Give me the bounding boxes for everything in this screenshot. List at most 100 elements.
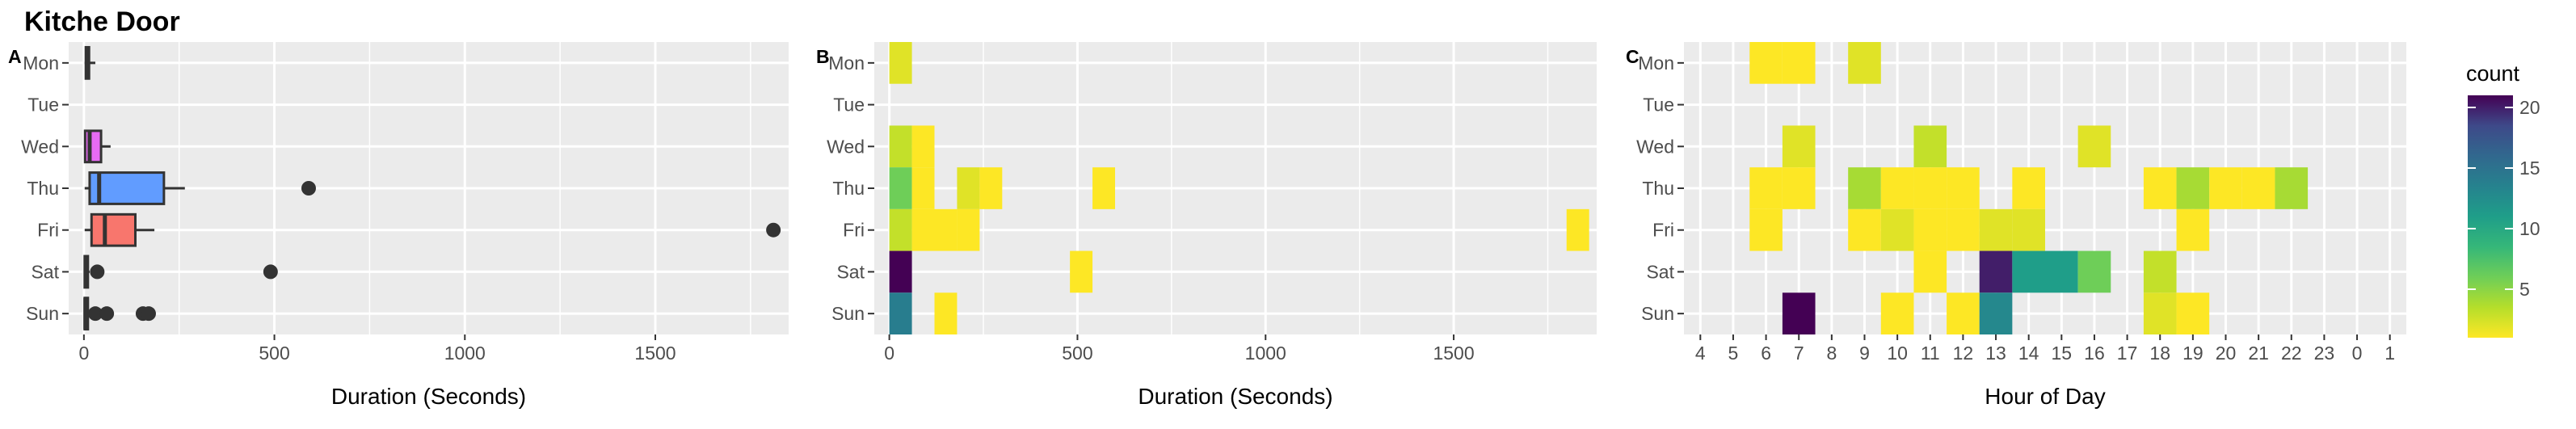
heat-cell-fri-19	[2176, 208, 2210, 251]
heat-cell-thu-20	[2209, 167, 2242, 209]
panel-a-y-ticks: Mon Tue Wed Thu Fri Sat Sun	[21, 53, 69, 324]
x-tick-hour-8: 8	[1826, 343, 1837, 364]
x-tick-label: 1500	[634, 343, 676, 364]
outlier-point	[99, 306, 115, 322]
x-tick-hour-6: 6	[1761, 343, 1771, 364]
heat-cell-sat-14	[2012, 250, 2045, 293]
x-tick-hour-17: 17	[2117, 343, 2138, 364]
box-sat	[83, 254, 90, 289]
heat-cell-thu	[911, 167, 935, 209]
y-tick-sat: Sat	[1646, 261, 1674, 282]
x-tick-hour-11: 11	[1921, 343, 1940, 364]
panel-c-heatmap: C Mon Tue Wed Thu Fri Sat Sun 4 5 6 7 8 9 10 11 12 13 14…	[1626, 42, 2406, 409]
y-tick-sun: Sun	[1641, 303, 1674, 324]
panel-a-tag: A	[8, 46, 22, 67]
heat-cell-thu-14	[2012, 167, 2045, 209]
heat-cell-fri	[934, 208, 958, 251]
panel-a-boxplot: A Mon Tue Wed Thu Fri Sat Sun 0 500 1000 1500 Dur…	[8, 42, 789, 409]
heat-cell-mon	[889, 42, 912, 84]
legend-tick-label: 5	[2519, 279, 2530, 300]
heat-cell-fri-13	[1979, 208, 2013, 251]
heat-cell-thu-18	[2143, 167, 2177, 209]
heat-cell-sat-16	[2077, 250, 2111, 293]
y-tick-sun: Sun	[831, 303, 865, 324]
panel-c-x-axis-title: Hour of Day	[1985, 384, 2105, 409]
x-tick-hour-15: 15	[2052, 343, 2073, 364]
legend-tick-label: 15	[2519, 158, 2540, 179]
heat-cell-thu-21	[2241, 167, 2275, 209]
heat-cell-wed-11	[1913, 125, 1947, 168]
x-tick-hour-12: 12	[1953, 343, 1974, 364]
heat-cell-thu-19	[2176, 167, 2210, 209]
heat-cell-thu-6	[1749, 167, 1783, 209]
panel-c-x-ticks: 4 5 6 7 8 9 10 11 12 13 14 15 16 17 18 19 20 21 22 23 0 1	[1695, 334, 2395, 364]
x-tick-label: 500	[1062, 343, 1092, 364]
y-tick-fri: Fri	[37, 220, 59, 241]
outlier-point	[301, 181, 316, 196]
x-tick-hour-5: 5	[1728, 343, 1739, 364]
panel-b-marks	[889, 42, 1589, 334]
heat-cell-thu-12	[1947, 167, 1980, 209]
x-tick-hour-7: 7	[1794, 343, 1804, 364]
heat-cell-wed	[911, 125, 935, 168]
box-thu	[84, 171, 185, 205]
heat-cell-mon-7	[1782, 42, 1816, 84]
heat-cell-sun-13	[1979, 292, 2013, 334]
y-tick-wed: Wed	[21, 136, 59, 157]
legend-title: count	[2466, 61, 2520, 86]
legend-colorbar	[2468, 95, 2513, 338]
x-tick-hour-9: 9	[1859, 343, 1870, 364]
heat-cell-sat	[889, 250, 912, 293]
heat-cell-fri-12	[1947, 208, 1980, 251]
y-tick-fri: Fri	[843, 220, 865, 241]
legend-ticks: 5 10 15 20	[2468, 97, 2540, 300]
heat-cell-fri-6	[1749, 208, 1783, 251]
outlier-point	[141, 306, 156, 322]
heat-cell-fri-10	[1880, 208, 1914, 251]
heat-cell-fri-14	[2012, 208, 2045, 251]
y-tick-sun: Sun	[26, 303, 59, 324]
heat-cell-mon-9	[1848, 42, 1881, 84]
x-tick-hour-1: 1	[2384, 343, 2395, 364]
box-body	[88, 171, 166, 205]
heat-cell-fri	[1566, 208, 1589, 251]
heat-cell-thu	[957, 167, 980, 209]
y-tick-tue: Tue	[1643, 95, 1674, 116]
y-tick-thu: Thu	[1642, 178, 1674, 199]
x-tick-label: 1000	[1245, 343, 1286, 364]
x-tick-hour-13: 13	[1985, 343, 2006, 364]
panel-b-x-ticks: 0 500 1000 1500	[884, 334, 1475, 364]
x-tick-hour-22: 22	[2281, 343, 2302, 364]
box-wed	[83, 129, 111, 164]
x-tick-hour-19: 19	[2182, 343, 2203, 364]
heat-cell-sun-10	[1880, 292, 1914, 334]
panel-a-grid	[69, 42, 789, 334]
figure-title: Kitche Door	[24, 6, 180, 37]
outlier-point	[88, 306, 103, 322]
x-tick-hour-14: 14	[2018, 343, 2039, 364]
heat-cell-thu	[889, 167, 912, 209]
heat-cell-wed-16	[2077, 125, 2111, 168]
outlier-point	[766, 222, 781, 238]
heat-cell-sun-18	[2143, 292, 2177, 334]
y-tick-mon: Mon	[1638, 53, 1674, 74]
y-tick-sat: Sat	[31, 261, 59, 282]
heat-cell-fri	[911, 208, 935, 251]
panel-a-x-axis-title: Duration (Seconds)	[331, 384, 526, 409]
heat-cell-sat	[1070, 250, 1093, 293]
y-tick-tue: Tue	[27, 95, 59, 116]
x-tick-hour-16: 16	[2084, 343, 2105, 364]
x-tick-label: 1500	[1433, 343, 1474, 364]
x-tick-hour-0: 0	[2352, 343, 2363, 364]
x-tick-label: 500	[259, 343, 289, 364]
panel-c-marks	[1749, 42, 2309, 334]
y-tick-fri: Fri	[1652, 220, 1674, 241]
legend-tick-label: 10	[2519, 218, 2540, 239]
heat-cell-mon-6	[1749, 42, 1783, 84]
y-tick-mon: Mon	[828, 53, 865, 74]
outlier-point	[90, 264, 105, 280]
heat-cell-sat-13	[1979, 250, 2013, 293]
panel-b-y-ticks: Mon Tue Wed Thu Fri Sat Sun	[827, 53, 874, 324]
panel-a-x-ticks: 0 500 1000 1500	[78, 334, 676, 364]
